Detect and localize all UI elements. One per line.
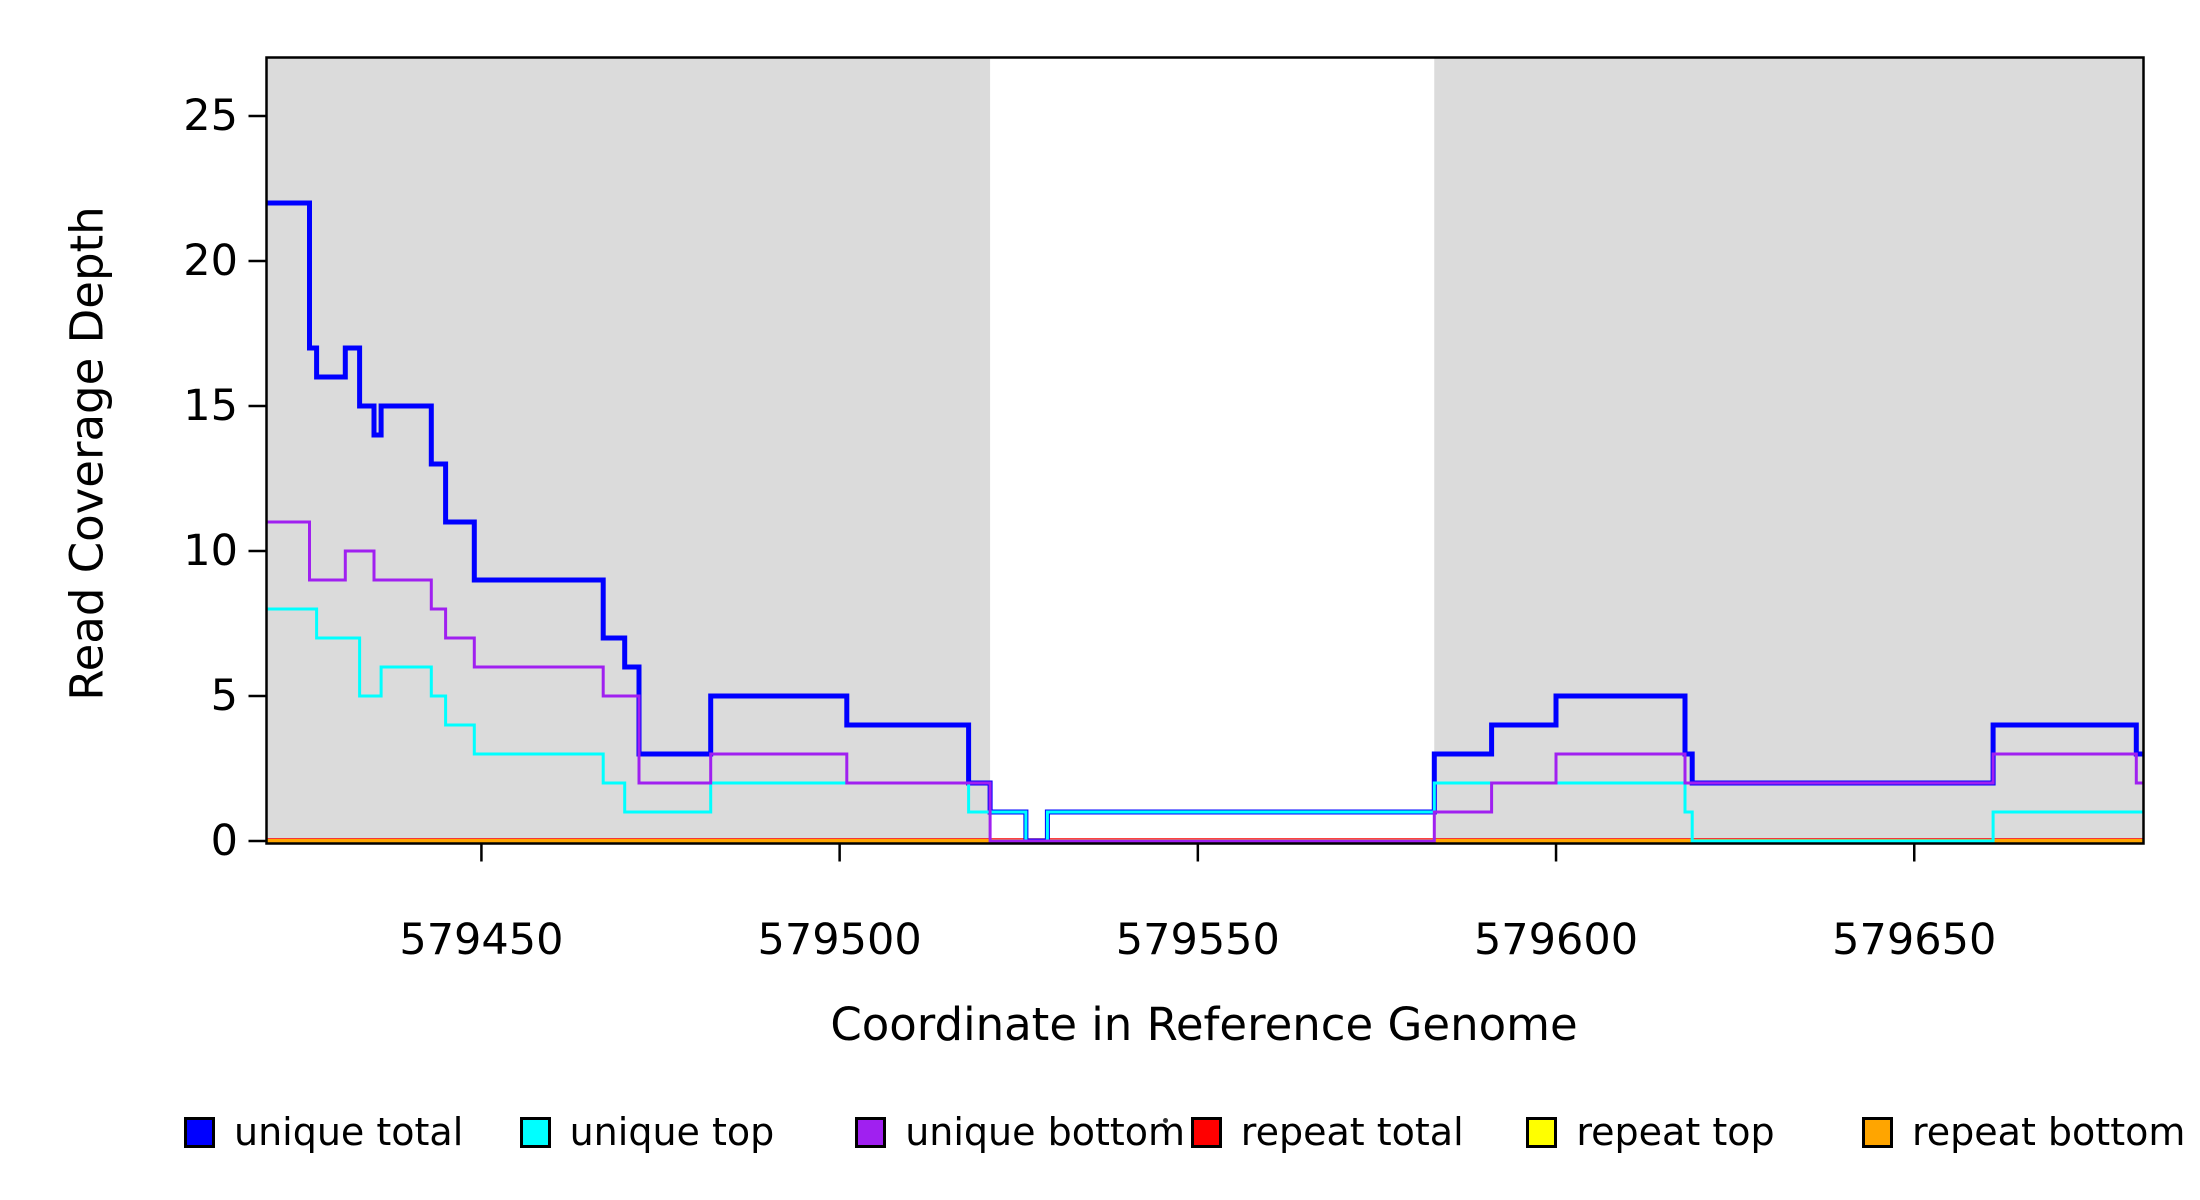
shaded-region <box>266 57 991 844</box>
x-axis-tick-label: 579500 <box>757 915 922 965</box>
y-axis-tick-label: 5 <box>210 671 238 721</box>
x-axis-tick-label: 579550 <box>1115 915 1280 965</box>
legend-label: repeat bottom <box>1912 1110 2186 1154</box>
legend-swatch-repeat-total <box>1190 1116 1222 1148</box>
legend-item-unique-total: unique total <box>184 1110 463 1154</box>
y-axis-tick-label: 0 <box>210 816 238 866</box>
legend-swatch-repeat-bottom <box>1862 1116 1893 1148</box>
y-axis-tick-label: 15 <box>183 381 238 431</box>
legend-item-repeat-bottom: repeat bottom <box>1862 1110 2185 1154</box>
legend-item-unique-bottom: unique bottom <box>855 1110 1185 1154</box>
series-line-unique-top <box>266 607 2144 843</box>
legend-label: unique top <box>569 1110 775 1154</box>
legend-swatch-unique-total <box>184 1116 215 1148</box>
x-axis-title: Coordinate in Reference Genome <box>830 998 1578 1051</box>
legend-label: unique total <box>234 1110 464 1154</box>
legend-label: repeat top <box>1576 1110 1775 1154</box>
x-axis-tick-label: 579450 <box>399 915 564 965</box>
legend-item-unique-top: unique top <box>519 1110 775 1154</box>
legend-label: unique bottom <box>905 1110 1186 1154</box>
x-axis-tick-label: 579600 <box>1473 915 1639 965</box>
series-line-unique-total <box>266 200 2144 844</box>
legend-swatch-unique-bottom <box>855 1116 887 1148</box>
y-axis-title: Read Coverage Depth <box>60 206 114 701</box>
plot-frame <box>265 56 2145 845</box>
x-axis-tick-label: 579650 <box>1832 915 1997 965</box>
legend-swatch-unique-top <box>519 1116 551 1148</box>
legend-swatch-repeat-top <box>1526 1116 1558 1148</box>
legend-item-repeat-total: repeat total <box>1190 1110 1464 1154</box>
legend-item-repeat-top: repeat top <box>1526 1110 1775 1154</box>
legend-label: repeat total <box>1240 1110 1464 1154</box>
y-axis-tick-label: 25 <box>183 91 238 141</box>
stray-dot-artifact: . <box>1163 1118 1168 1123</box>
shaded-region <box>1434 57 2144 844</box>
y-axis-tick-label: 20 <box>183 236 238 286</box>
y-axis-tick-label: 10 <box>183 526 238 576</box>
series-line-unique-bottom <box>266 520 2144 843</box>
